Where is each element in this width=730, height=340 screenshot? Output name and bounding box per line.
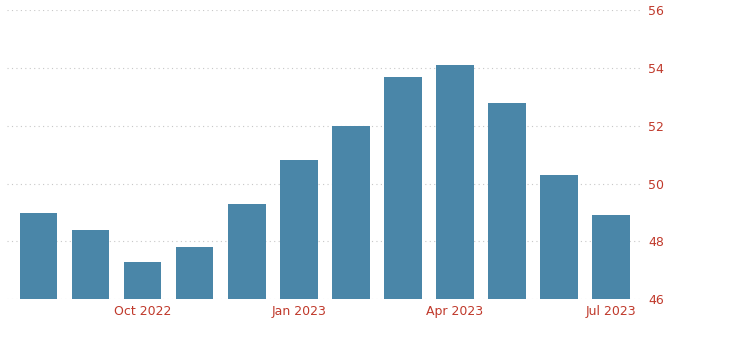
Bar — [540, 175, 578, 340]
Bar — [332, 126, 369, 340]
Bar — [228, 204, 266, 340]
Bar — [124, 262, 161, 340]
Bar — [20, 212, 57, 340]
Bar — [437, 65, 474, 340]
Bar — [488, 103, 526, 340]
Bar — [72, 230, 110, 340]
Bar — [280, 160, 318, 340]
Bar — [176, 247, 213, 340]
Bar — [593, 216, 630, 340]
Bar — [384, 76, 422, 340]
